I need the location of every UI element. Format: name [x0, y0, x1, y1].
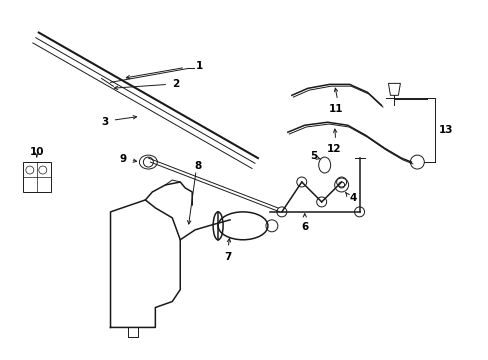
Text: 9: 9 — [119, 154, 126, 164]
Text: 7: 7 — [224, 252, 231, 262]
Text: 6: 6 — [301, 222, 308, 232]
Text: 11: 11 — [328, 104, 342, 114]
Text: 8: 8 — [194, 161, 202, 171]
Text: 3: 3 — [101, 117, 108, 127]
Text: 1: 1 — [196, 62, 203, 71]
Text: 4: 4 — [349, 193, 356, 203]
Text: 12: 12 — [325, 144, 340, 154]
Text: 10: 10 — [29, 147, 44, 157]
Text: 13: 13 — [438, 125, 453, 135]
Text: 5: 5 — [309, 151, 317, 161]
Text: 2: 2 — [172, 79, 179, 89]
